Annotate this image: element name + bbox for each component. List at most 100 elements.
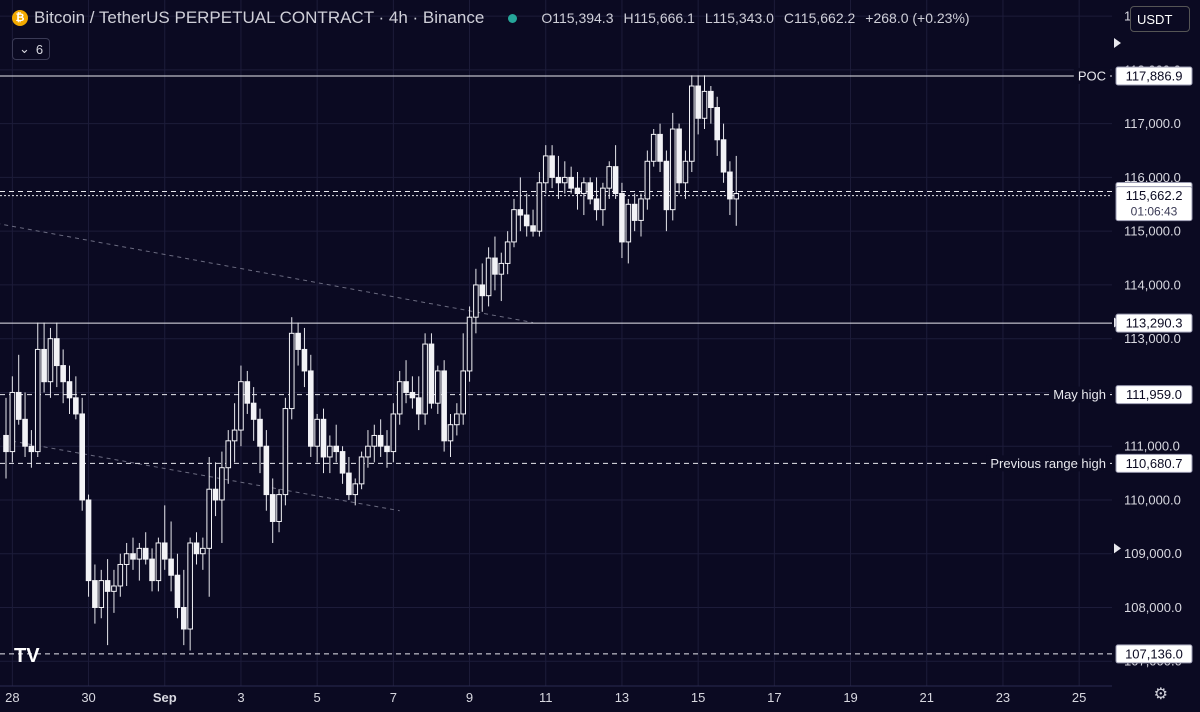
level-price-tag: [1115, 313, 1193, 333]
candle-body-down: [695, 85, 701, 119]
candle-body-down: [631, 203, 638, 221]
candle-body-up: [200, 547, 206, 555]
candle-body-up: [390, 413, 397, 453]
x-tick-label: 28: [5, 690, 19, 705]
indicators-count: 6: [35, 41, 44, 57]
candle-body-down: [708, 90, 714, 109]
level-price-label: 117,886.9: [1126, 68, 1183, 83]
candle-body-down: [530, 225, 536, 232]
candle-body-up: [111, 585, 117, 592]
candle-body-down: [104, 580, 111, 592]
candle-body-up: [498, 262, 505, 275]
level-price-label: 111,959.0: [1126, 387, 1182, 402]
candle-body-up: [682, 160, 689, 184]
candle-body-up: [225, 440, 232, 469]
candle-body-down: [3, 434, 9, 453]
level-price-label: 110,680.7: [1126, 456, 1183, 471]
y-tick-label: 113,000.0: [1124, 331, 1181, 346]
candle-body-up: [435, 370, 441, 404]
candle-body-down: [619, 193, 625, 243]
candle-body-down: [308, 370, 314, 447]
candle-body-down: [727, 171, 733, 200]
candle-body-up: [9, 391, 16, 453]
candle-body-down: [517, 209, 524, 216]
candle-body-up: [689, 85, 695, 162]
candle-body-down: [612, 166, 619, 195]
x-tick-label: Sep: [153, 690, 177, 705]
candle-body-down: [181, 606, 187, 630]
y-tick-label: 116,000.0: [1124, 170, 1181, 185]
candle-body-up: [650, 133, 657, 162]
candle-body-down: [409, 391, 416, 399]
x-tick-label: 7: [390, 690, 397, 705]
candle-body-down: [85, 499, 92, 582]
candle-body-up: [600, 187, 606, 211]
candle-body-up: [238, 381, 244, 431]
candle-body-up: [606, 166, 613, 189]
indicators-toggle-button[interactable]: ⌄ 6: [12, 38, 51, 60]
candle-body-down: [301, 348, 308, 372]
high-value: 115,666.1: [633, 10, 695, 26]
candle-body-down: [568, 176, 574, 189]
candle-body-down: [574, 187, 581, 195]
candle-body-down: [130, 553, 136, 560]
level-name-label: Previous range high: [990, 456, 1106, 471]
current-price-label: 115,662.2: [1126, 188, 1183, 203]
y-tick-label: 111,000.0: [1124, 439, 1180, 454]
candle-body-up: [669, 128, 676, 211]
candle-body-down: [41, 348, 47, 383]
y-tick-label: 110,000.0: [1124, 492, 1181, 507]
candle-body-down: [676, 128, 682, 184]
candle-body-down: [92, 580, 98, 608]
candle-body-down: [320, 418, 327, 458]
candle-body-up: [136, 547, 143, 560]
candle-body-up: [644, 160, 651, 200]
candle-body-down: [720, 139, 727, 173]
candle-body-up: [327, 445, 333, 458]
candle-body-up: [638, 198, 644, 221]
candle-body-down: [244, 381, 251, 404]
candle-body-up: [47, 338, 54, 383]
x-tick-label: 15: [691, 690, 705, 705]
candle-body-up: [454, 413, 460, 426]
x-tick-label: 17: [767, 690, 781, 705]
candle-body-down: [60, 365, 66, 383]
currency-select[interactable]: USDT: [1130, 6, 1190, 32]
symbol-title[interactable]: Bitcoin / TetherUS PERPETUAL CONTRACT · …: [34, 8, 485, 27]
price-arrow-icon: [1114, 543, 1121, 554]
candle-body-up: [206, 488, 212, 549]
x-tick-label: 11: [539, 690, 553, 705]
x-tick-label: 9: [466, 690, 473, 705]
change-value: +268.0 (+0.23%): [865, 10, 970, 26]
candle-body-up: [504, 241, 511, 264]
x-tick-label: 21: [920, 690, 934, 705]
x-tick-label: 23: [996, 690, 1010, 705]
candle-body-down: [403, 381, 409, 393]
candle-body-down: [295, 332, 301, 350]
candle-body-up: [460, 370, 466, 415]
symbol-header: ₿ Bitcoin / TetherUS PERPETUAL CONTRACT …: [12, 8, 970, 28]
level-price-label: 113,290.3: [1126, 316, 1183, 331]
candle-body-up: [187, 542, 193, 630]
candle-body-down: [346, 472, 352, 496]
candle-body-up: [625, 203, 632, 243]
candle-body-up: [365, 445, 371, 458]
candle-body-up: [123, 553, 130, 565]
candle-body-down: [549, 155, 555, 178]
candle-body-up: [536, 182, 543, 232]
candle-body-down: [161, 542, 168, 560]
candle-body-down: [142, 547, 149, 560]
candle-body-up: [34, 348, 41, 453]
candle-body-up: [155, 542, 162, 582]
candle-body-down: [415, 397, 422, 415]
candle-body-down: [428, 343, 435, 404]
candle-body-up: [282, 408, 289, 496]
candle-body-up: [733, 193, 740, 200]
x-tick-label: 19: [843, 690, 857, 705]
candle-body-up: [276, 494, 282, 522]
candle-body-down: [28, 445, 35, 453]
settings-gear-icon[interactable]: ⚙: [1153, 686, 1168, 703]
close-value: 115,662.2: [794, 10, 856, 26]
y-tick-label: 108,000.0: [1124, 600, 1182, 615]
